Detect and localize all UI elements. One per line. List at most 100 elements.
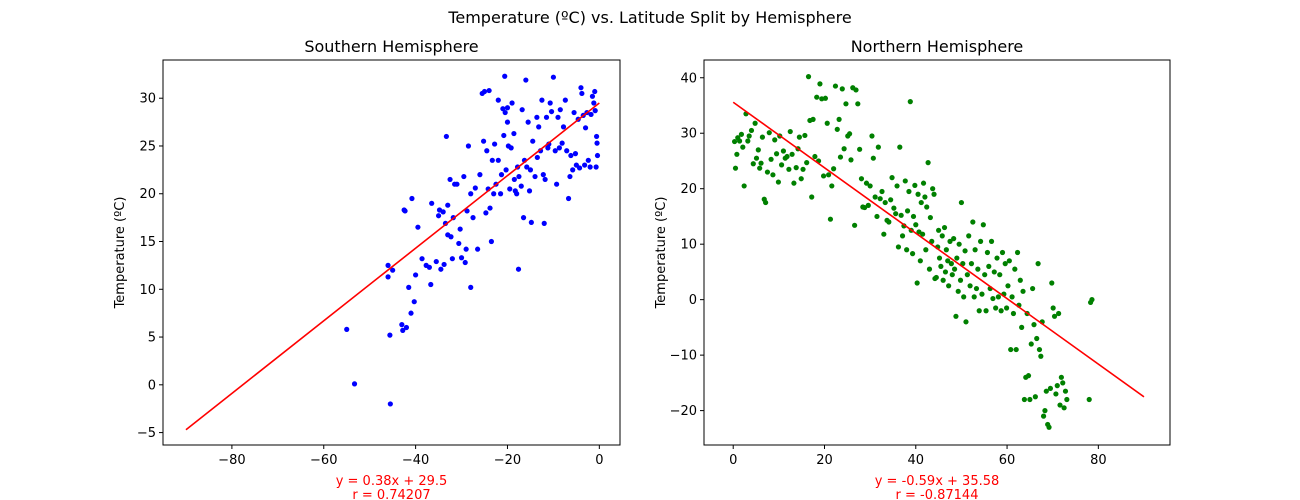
data-point (740, 144, 746, 150)
data-point (1017, 277, 1023, 283)
data-point (495, 97, 501, 103)
data-point (874, 213, 880, 220)
data-point (889, 175, 895, 181)
data-point (957, 277, 964, 283)
data-point (1060, 380, 1066, 386)
data-point (891, 205, 897, 211)
data-point (458, 255, 465, 261)
data-point (1020, 288, 1026, 294)
data-point (933, 274, 939, 281)
data-point (492, 141, 498, 147)
data-point (824, 120, 830, 126)
x-tick-label: −40 (402, 453, 429, 468)
data-point (433, 258, 439, 265)
data-point (591, 100, 597, 106)
data-point (515, 266, 522, 272)
data-point (562, 97, 568, 103)
data-point (872, 194, 878, 200)
data-point (477, 172, 483, 178)
data-point (902, 178, 908, 184)
data-point (898, 212, 904, 218)
data-point (966, 233, 972, 239)
data-point (503, 167, 509, 173)
data-point (763, 199, 769, 206)
data-point (895, 244, 902, 250)
data-point (936, 227, 942, 233)
data-point (990, 295, 996, 302)
data-point (975, 266, 981, 272)
data-point (810, 116, 816, 122)
data-point (1010, 310, 1017, 317)
data-point (778, 162, 785, 168)
data-point (1051, 313, 1058, 319)
data-point (869, 133, 875, 139)
data-point (387, 401, 393, 407)
data-point (1062, 388, 1069, 394)
data-point (1021, 396, 1027, 403)
data-point (899, 233, 906, 239)
data-point (904, 208, 911, 214)
data-point (487, 205, 493, 211)
data-point (1008, 346, 1014, 353)
data-point (731, 138, 738, 145)
data-point (791, 180, 797, 186)
data-point (543, 114, 550, 120)
data-point (907, 99, 913, 105)
data-point (780, 148, 787, 154)
data-point (519, 107, 525, 113)
data-point (837, 154, 844, 160)
data-point (927, 214, 933, 221)
data-point (988, 238, 995, 244)
data-point (942, 269, 949, 275)
data-point (941, 224, 948, 231)
data-point (831, 166, 837, 172)
data-point (867, 183, 873, 189)
data-point (848, 157, 854, 163)
data-point (502, 109, 508, 116)
data-point (461, 173, 467, 180)
data-point (470, 215, 476, 221)
data-point (1049, 280, 1055, 286)
y-axis-label: Temperature (ºC) (654, 197, 669, 310)
figure-title: Temperature (ºC) vs. Latitude Split by H… (447, 8, 851, 27)
data-point (995, 294, 1001, 300)
data-point (589, 93, 596, 99)
data-point (962, 248, 968, 254)
data-point (449, 256, 455, 262)
regression-annotation: y = -0.59x + 35.58 (875, 474, 1000, 489)
y-tick-label: 0 (689, 293, 697, 308)
data-point (559, 140, 565, 146)
y-tick-label: 15 (139, 235, 156, 250)
data-point (970, 219, 976, 225)
data-point (385, 262, 391, 268)
data-point (1036, 346, 1043, 353)
data-point (753, 155, 760, 161)
data-point (798, 176, 804, 182)
data-point (822, 95, 829, 101)
data-point (750, 161, 756, 167)
data-point (540, 172, 546, 178)
data-point (585, 157, 591, 163)
data-point (836, 116, 842, 122)
data-point (820, 173, 827, 179)
data-point (802, 132, 808, 139)
data-point (524, 164, 530, 170)
data-point (917, 258, 923, 264)
data-point (787, 128, 793, 135)
data-point (1019, 324, 1025, 330)
data-point (1002, 261, 1008, 267)
data-point (976, 308, 982, 314)
data-point (759, 134, 766, 140)
chart-panel-2: Northern Hemisphere Temperature (ºC) 0 20 40… (654, 37, 1171, 500)
data-point (555, 114, 561, 120)
data-point (537, 148, 544, 154)
data-point (465, 143, 472, 149)
data-point (385, 274, 391, 280)
data-point (560, 124, 567, 130)
data-point (741, 183, 747, 189)
data-point (784, 153, 790, 160)
data-point (870, 155, 876, 161)
data-point (734, 151, 740, 157)
data-point (789, 151, 795, 157)
data-point (863, 180, 870, 186)
